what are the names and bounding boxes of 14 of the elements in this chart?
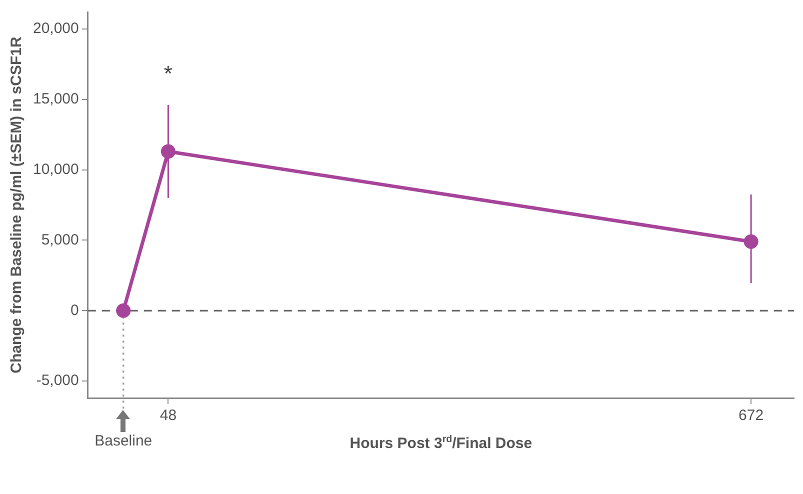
- y-tick-label: 10,000: [32, 160, 79, 178]
- x-tick-label: 672: [738, 407, 764, 424]
- annotation: *: [164, 61, 173, 86]
- point: [744, 234, 758, 249]
- y-tick-label: -5,000: [36, 372, 79, 390]
- y-tick-label: 20,000: [32, 20, 79, 38]
- y-tick-label: 5,000: [41, 231, 79, 248]
- y-axis-title: Change from Baseline pg/ml (±SEM) in sCSF1R: [8, 36, 26, 374]
- ref-line-label: Baseline: [94, 432, 152, 450]
- x-tick-label: 48: [160, 407, 177, 424]
- point: [116, 303, 131, 318]
- y-tick-label: 15,000: [32, 90, 79, 108]
- point: [160, 144, 176, 159]
- y-tick-label: 0: [70, 302, 79, 319]
